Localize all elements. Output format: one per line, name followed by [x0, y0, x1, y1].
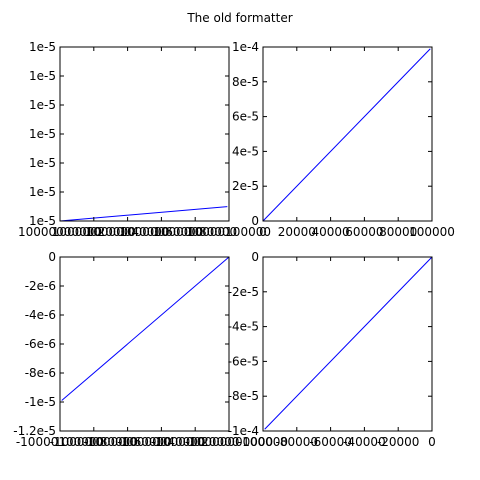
line — [61, 256, 230, 401]
line — [264, 256, 433, 430]
y-tick-label: 6e-5 — [232, 110, 259, 124]
y-tick-label: -1e-4 — [228, 424, 259, 438]
line — [262, 48, 431, 222]
x-tick-label: 10000040000 — [86, 225, 170, 239]
y-tick-label: -6e-6 — [25, 337, 56, 351]
y-tick-label: 8e-5 — [232, 75, 259, 89]
y-tick-label: -2e-5 — [228, 285, 259, 299]
x-tick-label: -60000 — [309, 435, 352, 449]
y-tick-label: -6e-5 — [228, 354, 259, 368]
y-tick-label: 1e-5 — [29, 40, 56, 54]
y-tick-label: 0 — [48, 250, 56, 264]
x-tick-label: 10000080000 — [153, 225, 237, 239]
line — [59, 206, 228, 222]
x-tick-label: -10000000000 — [185, 435, 273, 449]
x-tick-label: -80000 — [276, 435, 319, 449]
x-tick-label: -100000 — [238, 435, 288, 449]
figure-title: The old formatter — [186, 11, 292, 25]
x-tick-label: -10000020000 — [151, 435, 239, 449]
y-tick-label: 1e-5 — [29, 156, 56, 170]
x-tick-label: -20000 — [377, 435, 420, 449]
x-tick-label: -10000060000 — [83, 435, 171, 449]
y-tick-label: -8e-5 — [228, 389, 259, 403]
x-tick-label: 10000100000 — [187, 225, 271, 239]
x-tick-label: -10000080000 — [50, 435, 138, 449]
x-tick-label: 60000 — [345, 225, 383, 239]
x-tick-label: -40000 — [343, 435, 386, 449]
axes-frame — [262, 46, 433, 222]
axes-frame — [262, 256, 433, 432]
y-tick-label: -4e-6 — [25, 308, 56, 322]
x-tick-label: -10000100000 — [16, 435, 104, 449]
y-tick-label: 1e-5 — [29, 185, 56, 199]
x-tick-label: 100000 — [409, 225, 455, 239]
y-tick-label: -2e-6 — [25, 279, 56, 293]
x-tick-label: 0 — [428, 435, 436, 449]
y-tick-label: -1.2e-5 — [13, 424, 56, 438]
x-tick-label: 40000 — [312, 225, 350, 239]
y-tick-label: 1e-5 — [29, 69, 56, 83]
y-tick-label: 1e-5 — [29, 127, 56, 141]
y-tick-label: 1e-5 — [29, 214, 56, 228]
y-tick-label: 1e-5 — [29, 98, 56, 112]
y-tick-label: -4e-5 — [228, 320, 259, 334]
y-tick-label: 0 — [251, 214, 259, 228]
x-tick-label: 10000020000 — [52, 225, 136, 239]
y-tick-label: -1e-5 — [25, 395, 56, 409]
y-tick-label: -8e-6 — [25, 366, 56, 380]
y-tick-label: 0 — [251, 250, 259, 264]
y-tick-label: 4e-5 — [232, 144, 259, 158]
x-tick-label: 20000 — [278, 225, 316, 239]
x-tick-label: 10000000000 — [18, 225, 102, 239]
y-tick-label: 2e-5 — [232, 179, 259, 193]
x-tick-label: 10000060000 — [119, 225, 203, 239]
x-tick-label: 0 — [259, 225, 267, 239]
x-tick-label: 80000 — [379, 225, 417, 239]
y-tick-label: 1e-4 — [232, 40, 259, 54]
x-tick-label: -10000040000 — [117, 435, 205, 449]
